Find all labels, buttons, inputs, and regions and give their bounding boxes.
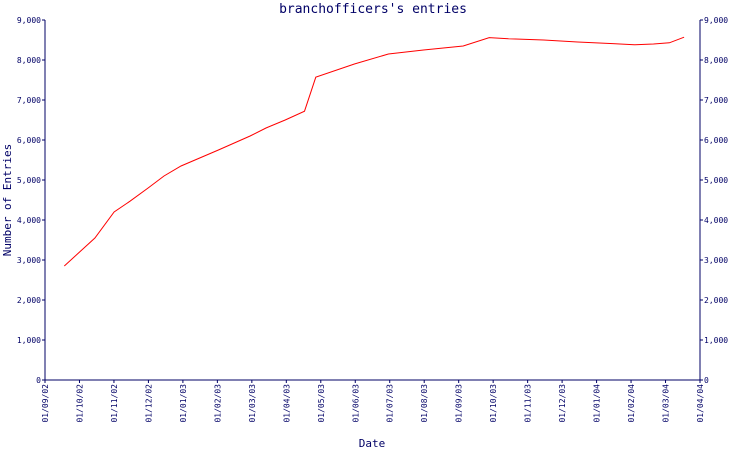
y-tick-label-right: 7,000 (704, 96, 728, 105)
y-tick-label-right: 1,000 (704, 336, 728, 345)
x-axis-label: Date (359, 437, 386, 450)
x-tick-label: 01/07/03 (386, 384, 395, 423)
y-tick-label-right: 3,000 (704, 256, 728, 265)
ticks: 0 0 1,000 1,000 2,000 2,000 3,000 3,000 4,000 4,0… (17, 16, 728, 423)
axes (44, 20, 701, 381)
y-tick-label-right: 5,000 (704, 176, 728, 185)
x-tick-label: 01/03/03 (248, 384, 257, 423)
y-tick-label-right: 4,000 (704, 216, 728, 225)
x-tick-label: 01/03/04 (662, 384, 671, 423)
x-tick-label: 01/04/04 (696, 384, 705, 423)
y-tick-label-right: 0 (704, 376, 709, 385)
x-tick-label: 01/08/03 (420, 384, 429, 423)
x-tick-label: 01/05/03 (317, 384, 326, 423)
x-tick-label: 01/09/03 (455, 384, 464, 423)
y-tick-label-right: 2,000 (704, 296, 728, 305)
x-tick-label: 01/11/03 (524, 384, 533, 423)
y-tick-label-left: 4,000 (17, 216, 41, 225)
y-tick-label-left: 2,000 (17, 296, 41, 305)
x-tick-label: 01/12/02 (144, 384, 153, 423)
series-layer (63, 36, 685, 267)
y-tick-label-left: 7,000 (17, 96, 41, 105)
x-tick-label: 01/10/02 (75, 384, 84, 423)
y-tick-label-left: 8,000 (17, 56, 41, 65)
y-tick-label-left: 9,000 (17, 16, 41, 25)
x-tick-label: 01/01/04 (593, 384, 602, 423)
x-tick-label: 01/02/04 (627, 384, 636, 423)
y-tick-label-right: 8,000 (704, 56, 728, 65)
y-tick-label-left: 3,000 (17, 256, 41, 265)
y-tick-label-right: 6,000 (704, 136, 728, 145)
y-tick-label-left: 5,000 (17, 176, 41, 185)
x-tick-label: 01/11/02 (110, 384, 119, 423)
x-tick-label: 01/06/03 (351, 384, 360, 423)
chart-title: branchofficers's entries (279, 2, 467, 17)
x-tick-label: 01/04/03 (282, 384, 291, 423)
y-tick-label-left: 1,000 (17, 336, 41, 345)
series-line-0 (63, 36, 685, 267)
y-tick-label-right: 9,000 (704, 16, 728, 25)
y-tick-label-left: 6,000 (17, 136, 41, 145)
x-tick-label: 01/10/03 (489, 384, 498, 423)
x-tick-label: 01/09/02 (41, 384, 50, 423)
x-tick-label: 01/12/03 (558, 384, 567, 423)
y-tick-label-left: 0 (36, 376, 41, 385)
x-tick-label: 01/01/03 (179, 384, 188, 423)
x-tick-label: 01/02/03 (213, 384, 222, 423)
y-axis-label: Number of Entries (1, 144, 14, 257)
